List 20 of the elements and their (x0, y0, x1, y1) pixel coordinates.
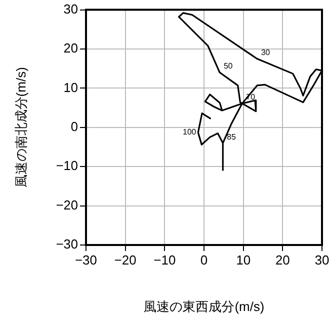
y-tick-label: 10 (64, 80, 78, 95)
x-tick-label: −10 (154, 252, 176, 268)
y-tick-label: 30 (64, 1, 78, 16)
y-tick-label: 0 (70, 118, 78, 134)
x-tick-label: 10 (236, 252, 251, 268)
y-tick-label: −30 (56, 236, 78, 252)
y-tick-label: −20 (56, 197, 78, 212)
x-tick-label: 30 (314, 252, 330, 268)
y-axis-title: 風速の南北成分(m/s) (13, 67, 28, 188)
annotation: 30 (261, 48, 271, 58)
x-axis-title: 風速の東西成分(m/s) (144, 298, 264, 314)
x-tick-label: 0 (200, 252, 208, 268)
annotation: 50 (224, 62, 234, 71)
x-tick-label: −20 (114, 252, 136, 268)
y-tick-label: 20 (64, 40, 78, 56)
annotation: 85 (226, 132, 236, 142)
y-tick-label: −10 (56, 158, 78, 174)
x-tick-label: 20 (275, 252, 290, 268)
x-tick-label: −30 (74, 252, 98, 268)
annotation: 100 (182, 128, 197, 137)
